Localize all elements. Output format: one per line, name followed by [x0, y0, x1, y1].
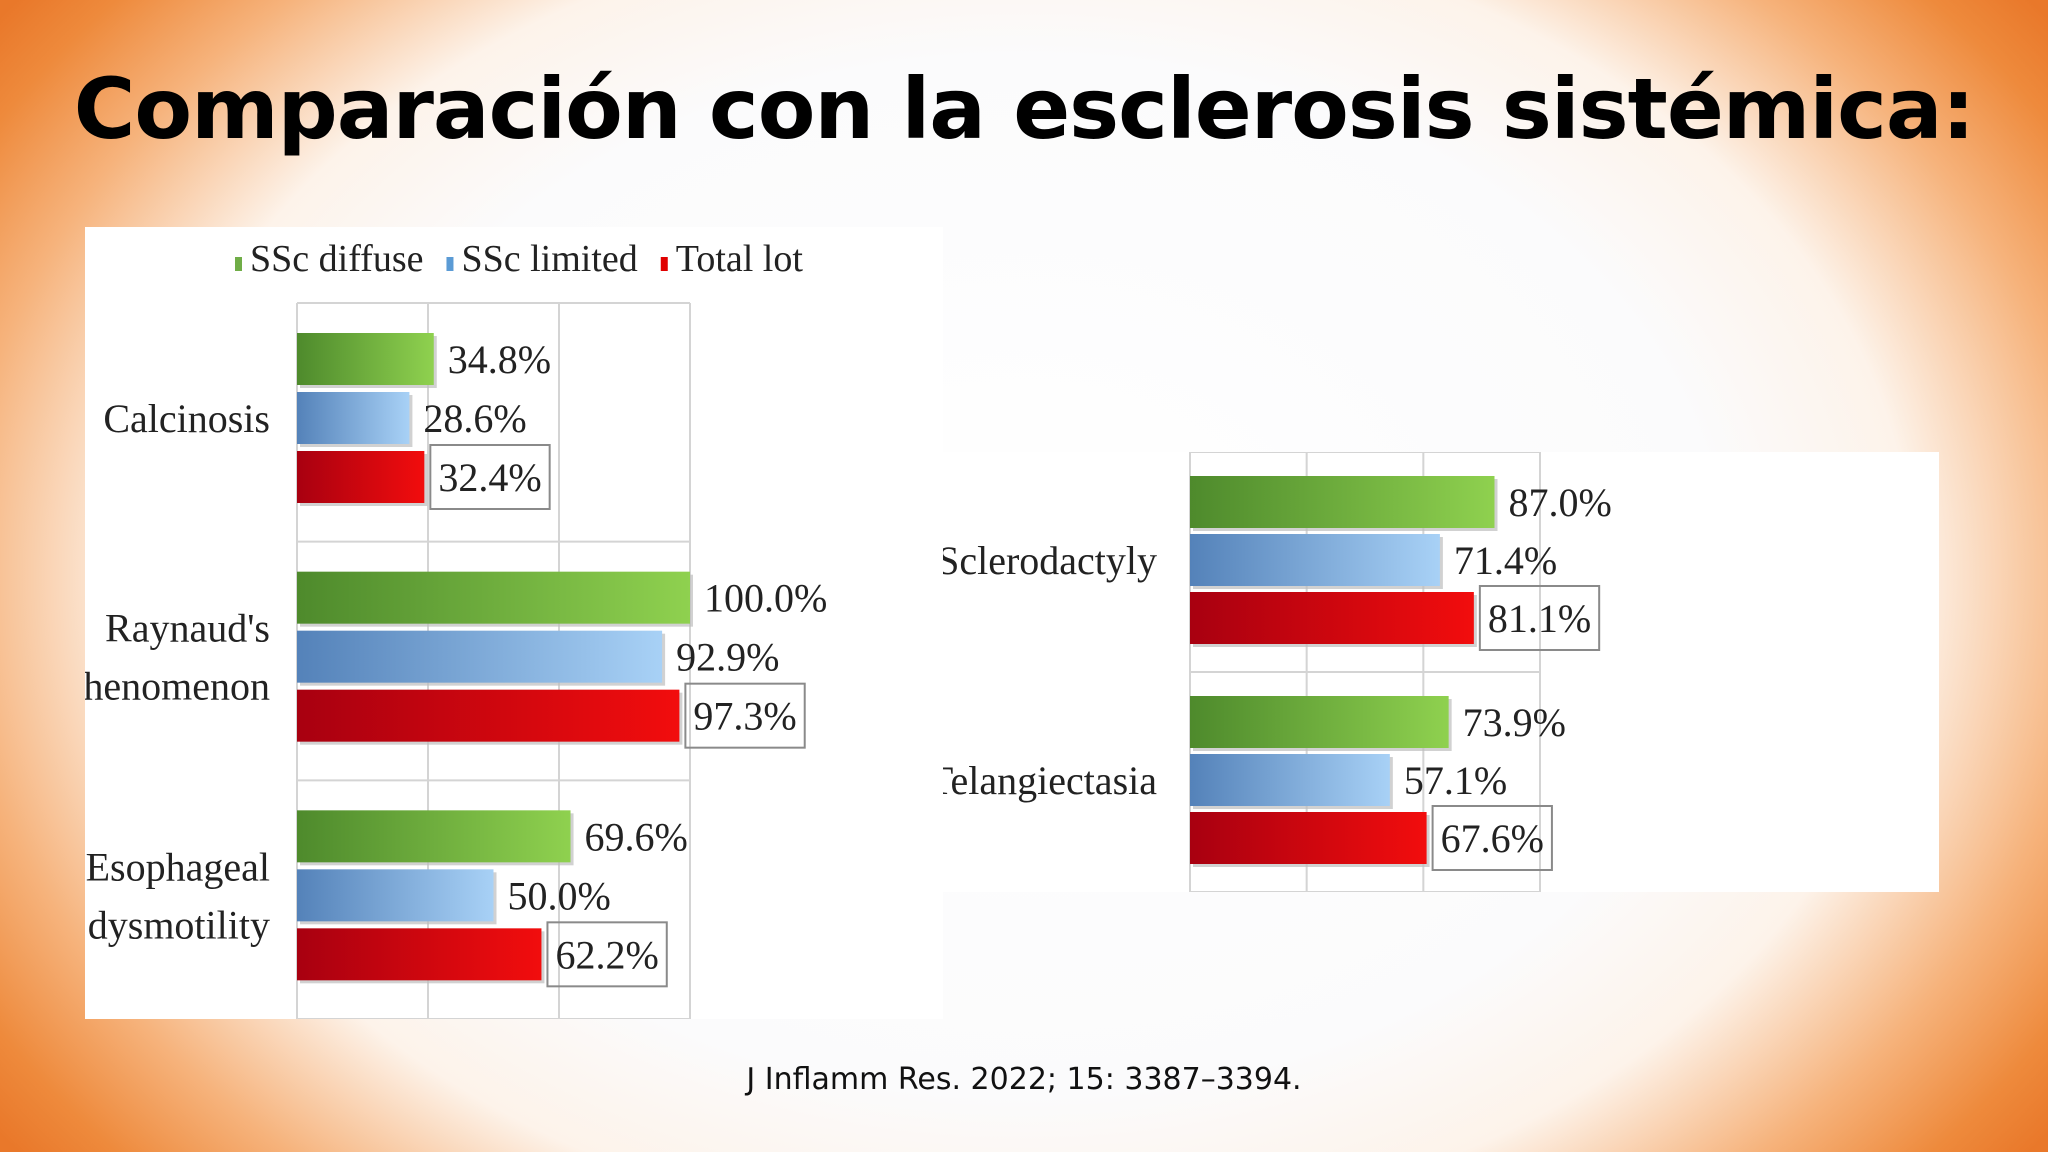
data-label-box	[1478, 585, 1601, 651]
bar-raynaud-s-phenomenon-ssc-diffuse	[297, 571, 690, 624]
legend-label-ssc-diffuse: SSc diffuse	[250, 238, 423, 280]
legend-label-ssc-limited: SSc limited	[461, 238, 637, 280]
data-label-calcinosis-ssc-limited: 28.6%	[423, 396, 526, 441]
category-label-sclerodactyly: Sclerodactyly	[943, 538, 1157, 583]
bar-esophageal-dysmotility-ssc-limited	[297, 869, 494, 922]
data-label-sclerodactyly-total-lot: 81.1%	[1488, 596, 1591, 641]
data-label-box	[429, 444, 551, 510]
bar-chart-left: SSc diffuse SSc limited Total lot Calcinosi…	[85, 238, 827, 1019]
data-label-esophageal-dysmotility-ssc-limited: 50.0%	[508, 873, 611, 918]
data-label-raynaud-s-phenomenon-ssc-limited: 92.9%	[676, 635, 779, 680]
bar-sclerodactyly-ssc-diffuse	[1190, 476, 1495, 528]
citation: J Inflamm Res. 2022; 15: 3387–3394.	[746, 1062, 1302, 1097]
data-label-raynaud-s-phenomenon-total-lot: 97.3%	[693, 694, 796, 739]
chart-panel-left: SSc diffuse SSc limited Total lot Calcinosi…	[85, 227, 943, 1019]
data-label-telangiectasia-ssc-limited: 57.1%	[1404, 758, 1507, 803]
bar-telangiectasia-ssc-limited	[1190, 754, 1390, 806]
legend-swatch-ssc-limited	[446, 257, 454, 271]
category-label-esophageal-dysmotility: Esophageal dysmotility	[86, 844, 270, 947]
bar-calcinosis-ssc-diffuse	[297, 333, 434, 385]
bar-chart-right: Sclerodactyly 87.0% 71.4% 81.1% Telangiectas…	[943, 452, 1612, 892]
bar-esophageal-dysmotility-ssc-diffuse	[297, 810, 571, 863]
data-label-calcinosis-ssc-diffuse: 34.8%	[448, 337, 551, 382]
data-label-telangiectasia-ssc-diffuse: 73.9%	[1463, 700, 1566, 745]
bar-telangiectasia-ssc-diffuse	[1190, 696, 1449, 748]
data-label-box	[1431, 805, 1553, 871]
data-label-raynaud-s-phenomenon-ssc-diffuse: 100.0%	[704, 576, 827, 621]
category-label-calcinosis: Calcinosis	[103, 396, 270, 441]
legend-swatch-ssc-diffuse	[235, 257, 242, 271]
legend-label-total-lot: Total lot	[676, 238, 804, 280]
category-label-telangiectasia: Telangiectasia	[943, 758, 1157, 803]
chart-panel-right: Sclerodactyly 87.0% 71.4% 81.1% Telangiectas…	[943, 452, 1939, 892]
bar-calcinosis-ssc-limited	[297, 392, 410, 444]
data-label-esophageal-dysmotility-ssc-diffuse: 69.6%	[585, 814, 688, 859]
data-label-sclerodactyly-ssc-limited: 71.4%	[1454, 538, 1557, 583]
data-label-sclerodactyly-ssc-diffuse: 87.0%	[1509, 480, 1612, 525]
bar-sclerodactyly-ssc-limited	[1190, 534, 1440, 586]
bar-raynaud-s-phenomenon-ssc-limited	[297, 630, 663, 683]
data-label-esophageal-dysmotility-total-lot: 62.2%	[555, 932, 658, 977]
bar-sclerodactyly-total-lot	[1190, 592, 1474, 644]
bar-calcinosis-total-lot	[297, 451, 425, 503]
category-label-raynaud-s-phenomenon: Raynaud'sphenomenon	[85, 606, 270, 709]
bar-raynaud-s-phenomenon-total-lot	[297, 689, 680, 742]
legend-swatch-total-lot	[660, 257, 668, 271]
bar-telangiectasia-total-lot	[1190, 812, 1427, 864]
data-label-box	[546, 921, 668, 988]
slide-title: Comparación con la esclerosis sistémica:	[73, 60, 1975, 158]
data-label-telangiectasia-total-lot: 67.6%	[1441, 816, 1544, 861]
data-label-box	[684, 682, 806, 749]
data-label-calcinosis-total-lot: 32.4%	[438, 455, 541, 500]
bar-esophageal-dysmotility-total-lot	[297, 928, 542, 981]
legend: SSc diffuse SSc limited Total lot	[235, 238, 803, 280]
